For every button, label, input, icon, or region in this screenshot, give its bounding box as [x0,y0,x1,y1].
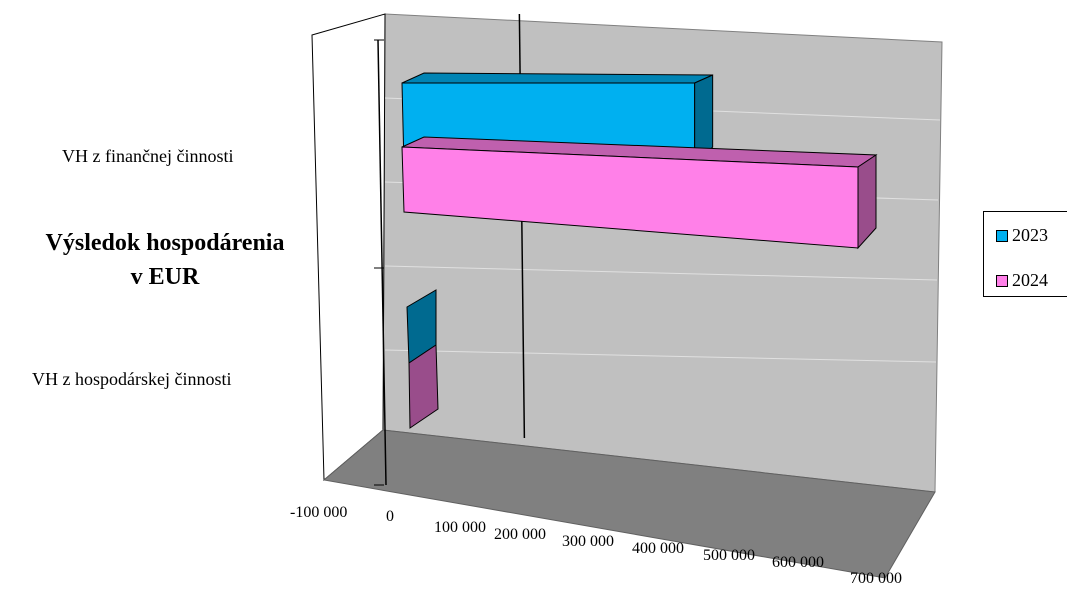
x-tick-label: 500 000 [703,547,755,564]
gridline-2 [384,265,938,281]
category-label-financial: VH z finančnej činnosti [62,146,234,166]
x-tick-label: 600 000 [772,554,824,571]
legend-swatch-2023 [996,229,1008,242]
x-axis-ticks: -100 000 0 100 000 200 000 300 000 400 000 500… [290,504,902,587]
legend-label-2023: 2023 [1012,225,1048,245]
category-label-operating: VH z hospodárskej činnosti [32,369,232,389]
x-tick-label: 100 000 [434,519,486,536]
x-tick-label: 200 000 [494,526,546,543]
legend-swatch-2024 [996,274,1008,287]
bar-top-2023 [401,72,713,84]
bar-2024-operating [408,344,439,429]
legend: 2023 2024 [983,211,1067,297]
x-tick-label: 700 000 [850,570,902,587]
legend-label-2024: 2024 [1012,270,1048,290]
chart-title-line-2: v EUR [130,264,200,290]
gridline-3 [384,349,937,363]
bar-side-2024 [857,154,877,250]
x-tick-label: 400 000 [632,540,684,557]
x-tick-label: 0 [386,508,394,525]
legend-item-2024: 2024 [996,270,1048,291]
chart-title: Výsledok hospodárenia v EUR [0,226,330,294]
x-tick-label: 300 000 [562,533,614,550]
category-axis-line [377,39,387,486]
bar-side-2023 [694,74,714,169]
x-tick-label: -100 000 [290,504,347,521]
floor [322,429,936,579]
legend-item-2023: 2023 [996,225,1048,246]
chart-title-line-1: Výsledok hospodárenia [45,230,285,256]
bar-group [401,72,878,429]
